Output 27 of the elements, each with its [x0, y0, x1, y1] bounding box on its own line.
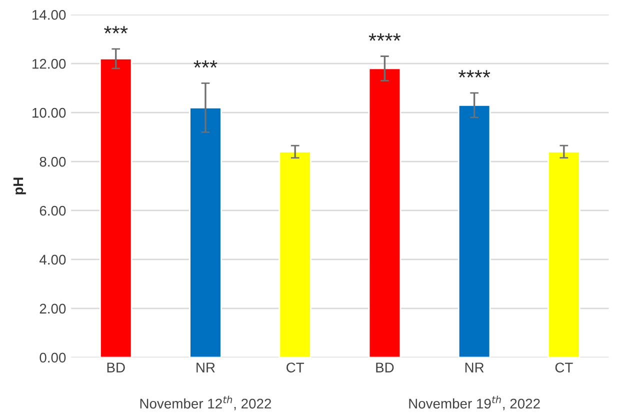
text: November 19$^{th}$, 2022: [409, 396, 540, 410]
y-tick-label: 10.00: [32, 108, 66, 118]
data-label: ***: [194, 60, 218, 68]
y-tick-label: 2.00: [40, 304, 66, 314]
bar: [100, 58, 132, 358]
x-tick-label: BD: [376, 362, 394, 372]
data-label: ****: [458, 70, 490, 78]
bar: [368, 68, 402, 358]
y-axis-title: pH: [13, 178, 26, 194]
y-tick-label: 6.00: [40, 206, 66, 216]
bar: [458, 104, 491, 358]
y-tick-label: 12.00: [32, 58, 66, 69]
data-label: ****: [368, 33, 401, 41]
bar: [278, 151, 312, 358]
x-tick-label: CT: [555, 362, 573, 372]
bar: [548, 151, 580, 358]
y-tick-label: 8.00: [40, 156, 66, 167]
bar: [189, 106, 222, 358]
x-tick-label: NR: [196, 362, 215, 372]
y-tick-label: 4.00: [40, 254, 66, 265]
text: November 12$^{th}$, 2022: [140, 396, 272, 410]
x-tick-label: BD: [107, 362, 125, 372]
x-tick-label: CT: [286, 362, 304, 372]
y-tick-label: 0.00: [40, 352, 66, 363]
y-tick-label: 14.00: [32, 10, 66, 20]
data-label: ***: [104, 26, 128, 34]
x-tick-label: NR: [465, 362, 484, 372]
